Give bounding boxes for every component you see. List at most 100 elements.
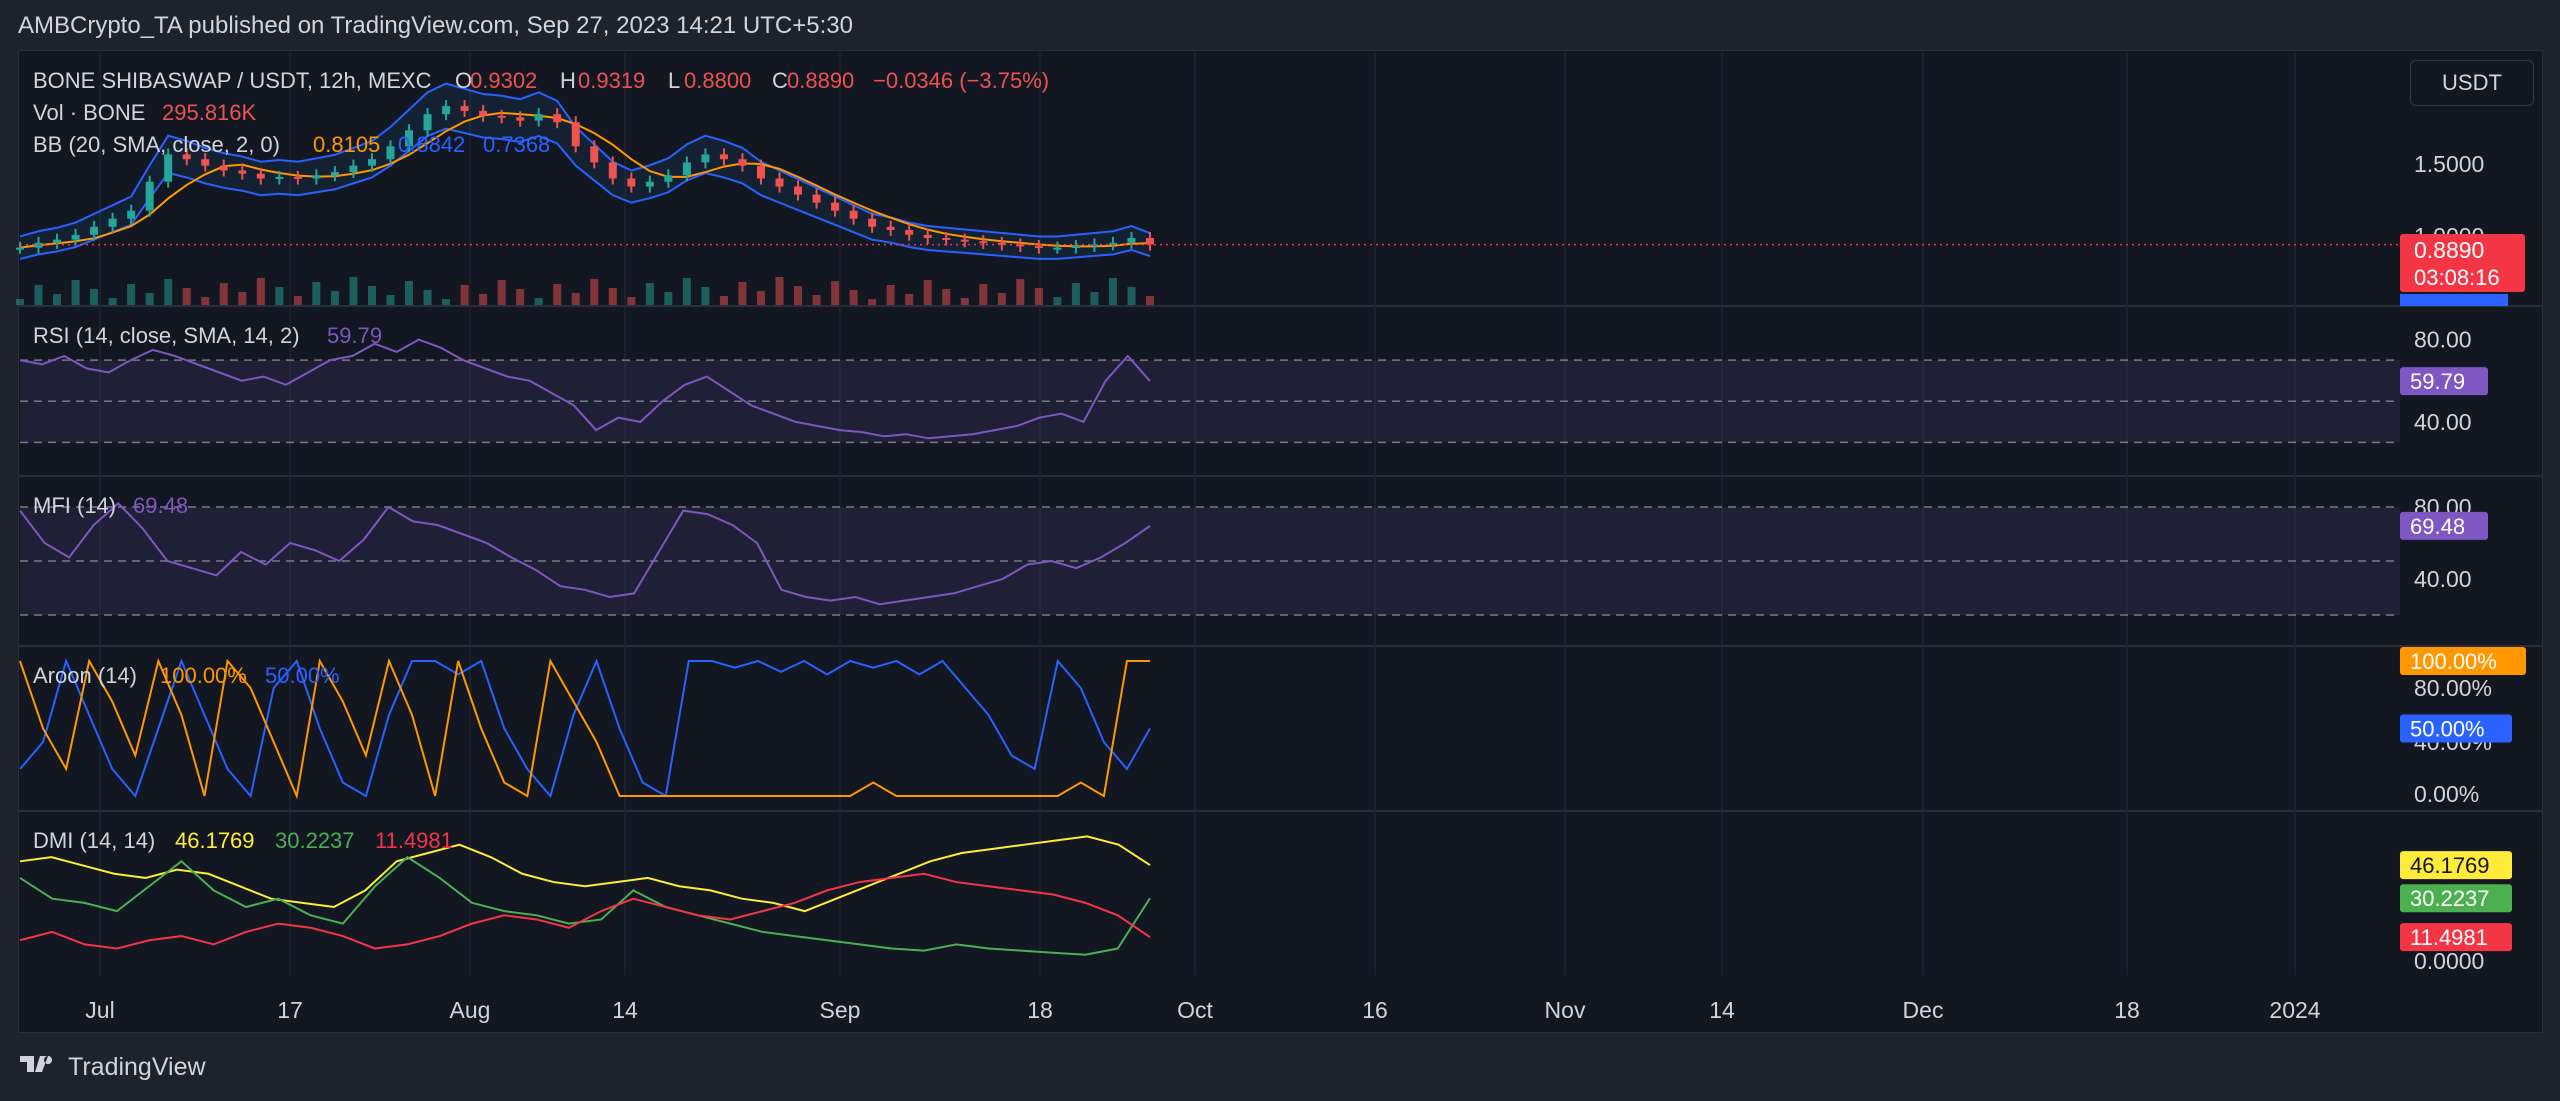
candle (1090, 244, 1099, 247)
candle (293, 176, 302, 179)
x-tick-label: 16 (1362, 997, 1388, 1023)
candle (1016, 244, 1025, 247)
aroon-down-line (19, 658, 1151, 799)
candle (367, 159, 376, 166)
currency-button[interactable]: USDT (2410, 60, 2534, 106)
volume-bar (1146, 296, 1154, 305)
aroon-down-badge: 50.00% (2410, 717, 2485, 742)
x-tick-label: 2024 (2269, 997, 2320, 1023)
volume-bar (1034, 288, 1043, 305)
volume-bar (942, 289, 951, 305)
candle (775, 178, 784, 187)
volume-bar (775, 277, 784, 305)
candle (90, 226, 99, 235)
volume-bar (979, 284, 988, 305)
x-tick-label: Oct (1177, 997, 1213, 1023)
bb-upper-value: 0.8842 (398, 132, 465, 157)
candle (16, 247, 24, 250)
volume-value: 295.816K (162, 100, 257, 125)
bb-basis-value: 0.8105 (313, 132, 380, 157)
volume-label: Vol · BONE (33, 100, 145, 125)
volume-bar (886, 285, 895, 305)
candle (756, 165, 765, 179)
candle (238, 170, 247, 174)
volume-bar (460, 285, 469, 305)
volume-bar (1127, 287, 1136, 305)
candle (942, 238, 951, 241)
volume-bar (497, 280, 506, 305)
candle (312, 175, 321, 179)
y-tick-label: 40.00 (2414, 409, 2472, 435)
candle (571, 122, 580, 147)
x-tick-label: 18 (1027, 997, 1053, 1023)
mfi-title: MFI (14) (33, 493, 116, 518)
legend-change: −0.0346 (−3.75%) (873, 68, 1049, 93)
dmi-adx-badge: 46.1769 (2410, 853, 2490, 878)
volume-bar (127, 284, 136, 305)
y-tick-label: 80.00 (2414, 327, 2472, 353)
countdown-badge: 03:08:16 (2414, 265, 2500, 290)
candle (256, 173, 265, 179)
y-tick-label: 80.00% (2414, 675, 2492, 701)
candle (553, 114, 562, 123)
candle (1034, 246, 1043, 249)
volume-bar (442, 299, 451, 305)
last-price-badge-bg (2400, 234, 2525, 292)
volume-bar (164, 279, 173, 305)
legend-o-label: O (455, 68, 472, 93)
bb-label: BB (20, SMA, close, 2, 0) (33, 132, 280, 157)
x-tick-label: 14 (1709, 997, 1735, 1023)
volume-bar (405, 281, 414, 305)
volume-bar (682, 278, 691, 305)
candle (497, 115, 506, 118)
price-title: BONE SHIBASWAP / USDT, 12h, MEXC (33, 68, 432, 93)
footer-brand: TradingView (68, 1052, 206, 1081)
volume-bar (608, 288, 617, 305)
volume-bar (182, 288, 191, 305)
dmi-minus-badge: 11.4981 (2410, 925, 2488, 950)
bb-fill (20, 83, 1150, 259)
volume-bar (256, 278, 265, 305)
legend-l: 0.8800 (684, 68, 751, 93)
candle (534, 114, 543, 121)
publish-header: AMBCrypto_TA published on TradingView.co… (18, 12, 853, 39)
candle (1108, 242, 1117, 245)
candle (201, 159, 210, 166)
rsi-title: RSI (14, close, SMA, 14, 2) (33, 323, 300, 348)
x-tick-label: Jul (85, 997, 114, 1023)
volume-bar (756, 291, 765, 305)
candle (442, 106, 451, 115)
volume-bar (923, 280, 932, 305)
x-tick-label: 17 (277, 997, 303, 1023)
volume-bar (330, 291, 339, 305)
rsi-line (19, 338, 1151, 440)
candle (423, 114, 432, 131)
volume-bar (516, 289, 525, 305)
candle (831, 202, 840, 211)
volume-bar (349, 277, 358, 305)
candle (164, 154, 173, 182)
volume-bar (1071, 283, 1080, 305)
candle (71, 234, 80, 240)
candle (405, 130, 414, 147)
rsi-badge: 59.79 (2410, 369, 2465, 394)
dmi-minus_di-line (19, 872, 1151, 950)
dmi-adx-line (19, 835, 1151, 913)
candle (627, 178, 636, 187)
bb-badge-bg (2400, 294, 2508, 306)
aroon-down-value: 50.00% (265, 663, 340, 688)
mfi-line (19, 502, 1151, 606)
candle (886, 226, 895, 230)
volume-bar (90, 289, 99, 305)
volume-bar (812, 295, 821, 305)
candle (479, 110, 488, 116)
candle (330, 172, 339, 176)
candle (794, 186, 803, 195)
dmi-minus-value: 11.4981 (375, 828, 453, 853)
volume-bar (201, 297, 210, 305)
volume-bar (738, 282, 747, 305)
volume-bar (960, 298, 969, 305)
volume-bar (868, 299, 877, 305)
volume-bar (1053, 297, 1062, 305)
chart-area[interactable] (18, 50, 2543, 1033)
